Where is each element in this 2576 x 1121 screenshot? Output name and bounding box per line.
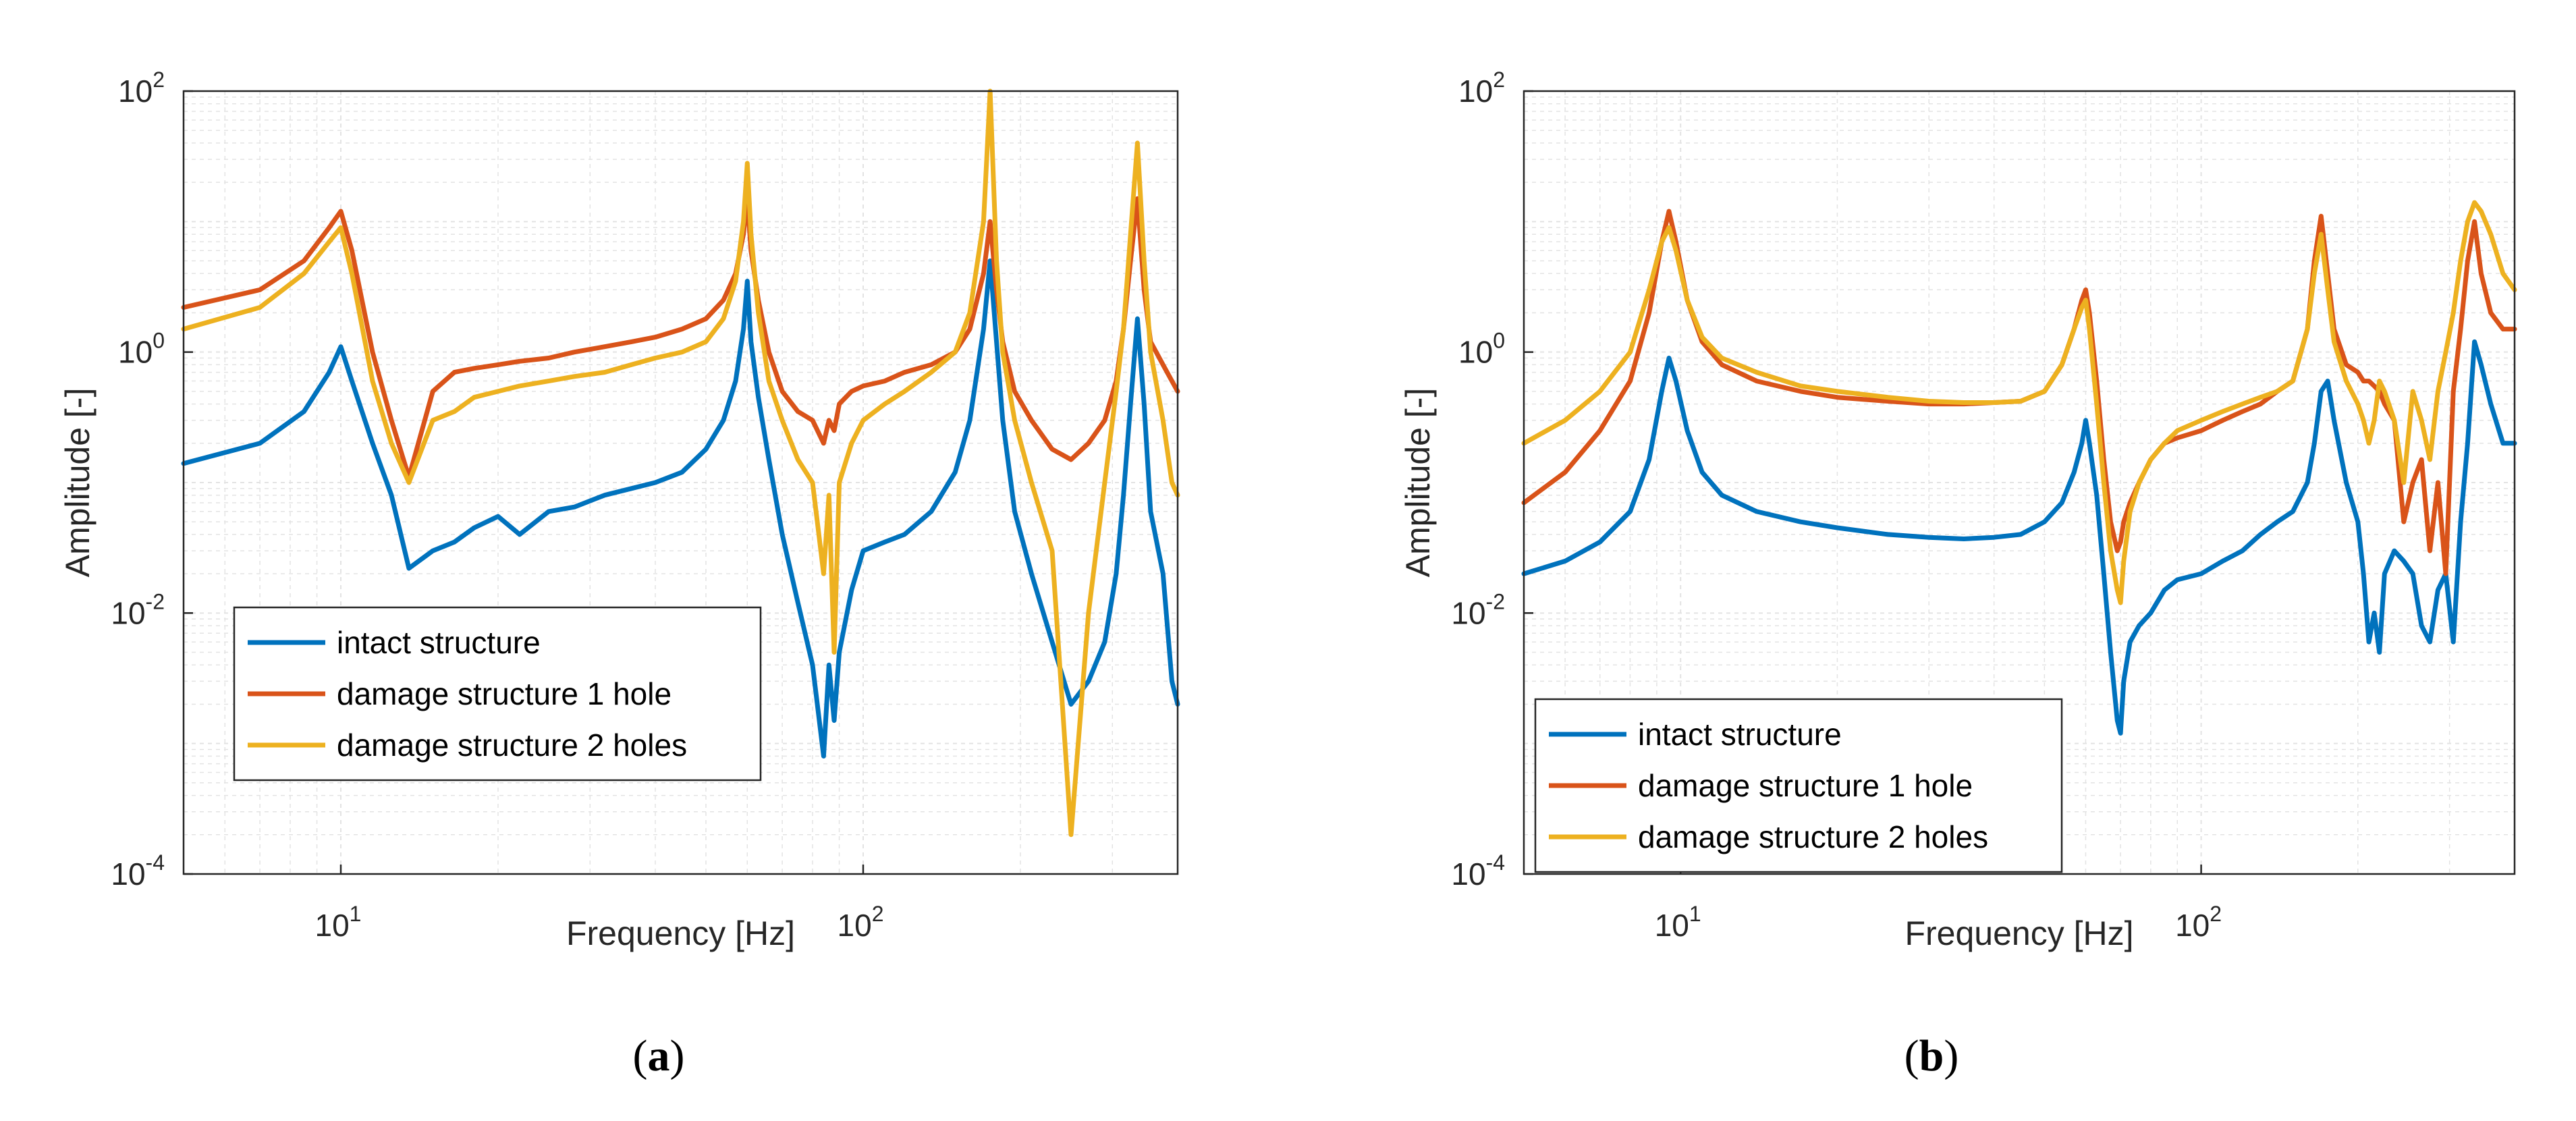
y-tick-label: 102	[1458, 67, 1505, 109]
y-tick-label: 100	[118, 329, 165, 370]
y-tick-base: 10	[118, 74, 153, 109]
legend-label-3: damage structure 2 holes	[1638, 819, 1988, 854]
legend: intact structure damage structure 1 hole d…	[1534, 698, 2063, 873]
series-line-3	[181, 88, 1180, 838]
legend-label-3: damage structure 2 holes	[337, 728, 687, 763]
series-line-3	[1521, 200, 2517, 605]
x-tick-base: 10	[315, 908, 350, 943]
y-tick-base: 10	[111, 856, 145, 892]
x-tick-base: 10	[838, 908, 872, 943]
x-tick-label: 101	[1655, 902, 1701, 943]
axes-box	[1523, 90, 2516, 875]
series-line-1	[1521, 339, 2517, 736]
x-tick-exponent: 1	[350, 902, 362, 926]
x-tick-label: 102	[2175, 902, 2222, 943]
y-tick-label: 10-4	[1451, 850, 1505, 892]
x-tick-label: 102	[838, 902, 884, 943]
chart-panel-a: 10-4 10-2 100 102 101 102 Frequency [Hz] Amplit…	[59, 67, 1180, 1081]
y-tick-exponent: 2	[153, 67, 165, 92]
y-tick-base: 10	[1458, 335, 1493, 370]
y-tick-exponent: -4	[146, 850, 165, 875]
panel-a-caption: (a)	[632, 1031, 685, 1081]
series-group	[1521, 200, 2517, 736]
legend-label-1: intact structure	[337, 625, 541, 660]
x-tick-exponent: 1	[1689, 902, 1701, 926]
y-tick-label: 10-2	[111, 589, 165, 630]
y-axis-label: Amplitude [-]	[1399, 388, 1437, 578]
y-tick-label: 100	[1458, 329, 1505, 370]
y-tick-label: 102	[118, 67, 165, 109]
y-tick-base: 10	[1451, 595, 1485, 630]
y-tick-base: 10	[111, 595, 145, 630]
y-axis-label: Amplitude [-]	[59, 388, 97, 578]
chart-panel-b: 10-4 10-2 100 102 101 102 Frequency [Hz] Amplit…	[1288, 0, 2575, 1121]
series-line-1	[181, 258, 1180, 759]
y-tick-exponent: -2	[1486, 589, 1505, 613]
x-tick-label: 101	[315, 902, 362, 943]
x-tick-exponent: 2	[2210, 902, 2222, 926]
x-axis-label: Frequency [Hz]	[1904, 914, 2133, 952]
y-tick-exponent: -4	[1486, 850, 1505, 875]
y-tick-exponent: -2	[146, 589, 165, 613]
x-tick-base: 10	[2175, 908, 2210, 943]
legend-label-2: damage structure 1 hole	[337, 676, 672, 711]
y-tick-label: 10-2	[1451, 589, 1505, 630]
y-tick-exponent: 0	[153, 329, 165, 353]
y-tick-exponent: 2	[1493, 67, 1505, 92]
x-tick-exponent: 2	[872, 902, 884, 926]
series-group	[181, 88, 1180, 838]
y-tick-label: 10-4	[111, 850, 165, 892]
panel-b-caption: (b)	[1904, 1031, 1959, 1081]
y-tick-base: 10	[1451, 856, 1485, 892]
x-tick-base: 10	[1655, 908, 1689, 943]
panel-a-caption-letter: a	[647, 1031, 670, 1081]
legend: intact structure damage structure 1 hole d…	[233, 606, 762, 782]
y-tick-base: 10	[1458, 74, 1493, 109]
axes-box	[182, 90, 1179, 875]
y-tick-exponent: 0	[1493, 329, 1505, 353]
legend-label-2: damage structure 1 hole	[1638, 768, 1973, 803]
series-line-2	[181, 196, 1180, 480]
y-tick-base: 10	[118, 335, 153, 370]
legend-label-1: intact structure	[1638, 717, 1842, 752]
panel-b-caption-letter: b	[1919, 1031, 1944, 1081]
x-axis-label: Frequency [Hz]	[566, 914, 795, 952]
